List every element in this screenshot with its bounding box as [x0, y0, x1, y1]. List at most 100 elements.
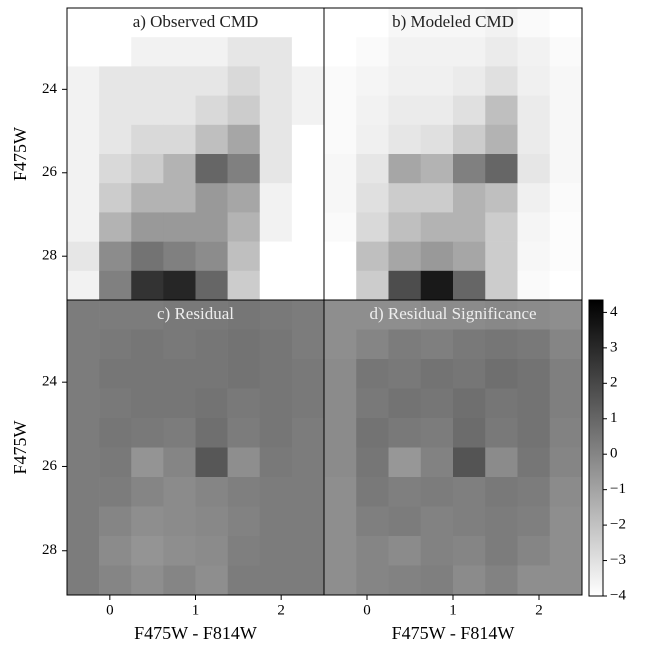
cell [324, 270, 357, 301]
cell [324, 95, 357, 126]
cell [420, 95, 454, 126]
cell [259, 388, 293, 419]
cell [453, 37, 486, 67]
cell [291, 183, 325, 213]
cell [99, 300, 132, 330]
cell [324, 37, 357, 67]
cell [356, 154, 389, 184]
cell [453, 66, 486, 96]
cell [485, 447, 518, 478]
cell [163, 124, 196, 155]
colorbar-tick-label: 2 [610, 375, 618, 391]
cell [356, 124, 389, 155]
cell [67, 536, 100, 566]
cell [99, 212, 132, 242]
cell [453, 388, 486, 419]
cell [388, 8, 422, 38]
cell [291, 270, 325, 301]
cell [99, 66, 132, 96]
cell [420, 447, 454, 478]
cell [485, 154, 518, 184]
cell [259, 565, 293, 596]
cell [99, 388, 132, 419]
cell [517, 66, 551, 96]
cell [131, 37, 164, 67]
cell [388, 329, 422, 360]
x-tick-label: 0 [363, 602, 371, 618]
x-tick-label: 2 [535, 602, 543, 618]
cell [99, 183, 132, 213]
cell [163, 270, 196, 301]
cell [388, 270, 422, 301]
cell [163, 66, 196, 96]
cell [485, 300, 518, 330]
y-axis-label: F475W [10, 127, 30, 181]
cell [259, 447, 293, 478]
cell [227, 124, 261, 155]
cell [99, 418, 132, 448]
cell [227, 506, 261, 537]
cell [131, 506, 164, 537]
cell [485, 477, 518, 507]
cell [517, 300, 551, 330]
cell [259, 536, 293, 566]
cell [131, 329, 164, 360]
cell [195, 388, 228, 419]
cell [99, 241, 132, 272]
cell [259, 124, 293, 155]
cell [517, 565, 551, 596]
x-tick-label: 0 [106, 602, 114, 618]
cell [420, 329, 454, 360]
cell [291, 506, 325, 537]
cell [356, 300, 389, 330]
cell [517, 388, 551, 419]
cell [99, 565, 132, 596]
cell [485, 8, 518, 38]
cell [549, 477, 583, 507]
cell [227, 329, 261, 360]
cell [517, 418, 551, 448]
y-tick-label: 26 [42, 164, 58, 180]
cell [356, 359, 389, 389]
cell [356, 447, 389, 478]
cell [163, 418, 196, 448]
cell [485, 124, 518, 155]
cell [163, 447, 196, 478]
cell [356, 477, 389, 507]
cell [420, 565, 454, 596]
cell [356, 418, 389, 448]
cell [356, 95, 389, 126]
cell [131, 183, 164, 213]
cell [195, 124, 228, 155]
cell [67, 124, 100, 155]
cell [324, 359, 357, 389]
cell [549, 565, 583, 596]
cell [195, 359, 228, 389]
cell [131, 477, 164, 507]
x-tick-label: 1 [192, 602, 200, 618]
cell [163, 536, 196, 566]
cell [517, 329, 551, 360]
cell [549, 124, 583, 155]
cell [549, 418, 583, 448]
cell [324, 477, 357, 507]
cell [259, 506, 293, 537]
cell [453, 95, 486, 126]
cell [291, 359, 325, 389]
cell [549, 447, 583, 478]
y-tick-label: 24 [42, 374, 58, 390]
cell [195, 66, 228, 96]
cell [259, 359, 293, 389]
cell [517, 124, 551, 155]
cell [324, 300, 357, 330]
cell [67, 95, 100, 126]
cell [67, 212, 100, 242]
cell [549, 270, 583, 301]
cell [485, 37, 518, 67]
cell [517, 95, 551, 126]
cell [163, 565, 196, 596]
cell [291, 95, 325, 126]
cell [485, 329, 518, 360]
cell [131, 270, 164, 301]
cell [420, 270, 454, 301]
